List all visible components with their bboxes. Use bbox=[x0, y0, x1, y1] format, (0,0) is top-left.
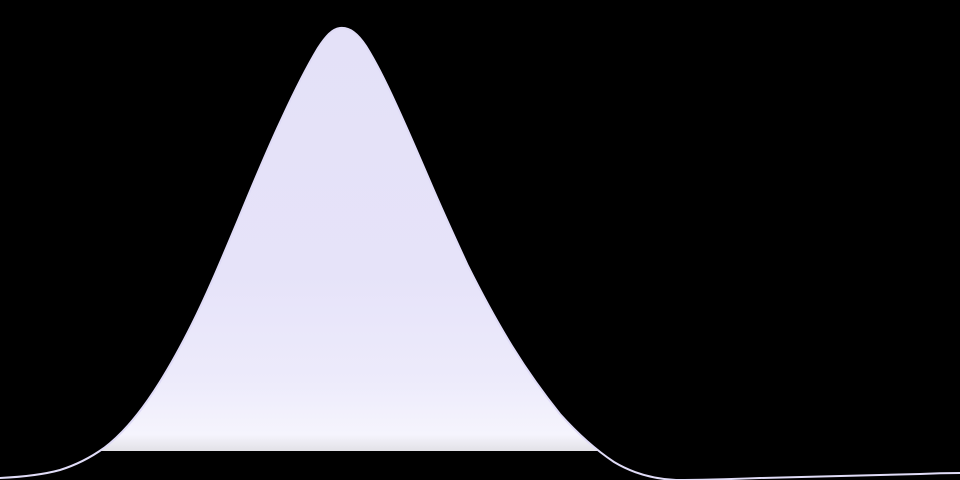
density-area-fill bbox=[99, 27, 599, 451]
